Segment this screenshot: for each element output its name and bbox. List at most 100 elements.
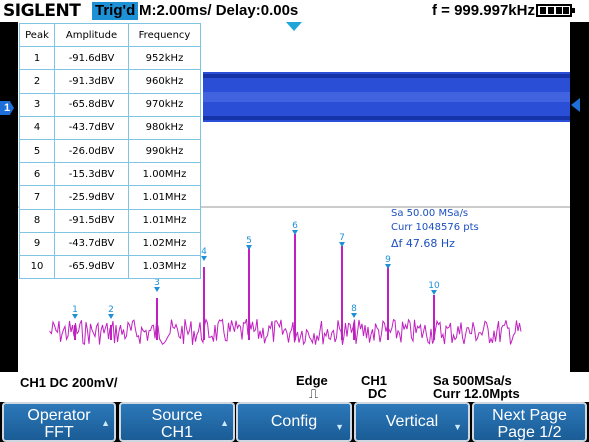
peak-amplitude: -25.9dBV (54, 185, 129, 210)
peak-amplitude: -43.7dBV (54, 231, 129, 256)
header-frequency: Frequency (128, 22, 201, 48)
config-button[interactable]: Config ▼ (236, 402, 352, 442)
rotary-arrow-up-icon: ▲ (220, 418, 229, 428)
next-page-button[interactable]: Next Page Page 1/2 (472, 402, 587, 442)
fft-sample-rate: Sa 50.00 MSa/s (391, 208, 469, 219)
battery-icon (536, 4, 575, 17)
peak-frequency: 980kHz (128, 115, 201, 140)
source-ch1-button[interactable]: Source CH1 ▲ (119, 402, 235, 442)
trigger-position-marker[interactable] (286, 22, 302, 31)
table-row: 3 -65.8dBV 970kHz (19, 92, 201, 117)
trigger-source[interactable]: CH1 (361, 373, 388, 388)
peak-amplitude: -26.0dBV (54, 138, 129, 164)
peak-marker-triangle (154, 287, 160, 292)
channel-settings[interactable]: CH1 DC 200mV/ (20, 375, 118, 390)
operator-value: FFT (44, 424, 74, 441)
frequency-counter: f = 999.997kHz (432, 2, 535, 19)
table-row: 9 -43.7dBV 1.02MHz (19, 231, 201, 256)
peak-marker-triangle (201, 256, 207, 261)
peak-amplitude: -65.8dBV (54, 92, 129, 117)
peak-marker-label: 6 (292, 221, 298, 231)
table-row: 1 -91.6dBV 952kHz (19, 46, 201, 71)
peak-amplitude: -65.9dBV (54, 254, 129, 280)
peak-marker-label: 2 (108, 305, 114, 315)
peak-frequency: 1.01MHz (128, 185, 201, 210)
trigger-coupling[interactable]: DC (368, 386, 387, 401)
peak-marker-label: 10 (428, 281, 440, 291)
source-value: CH1 (160, 424, 193, 441)
brand-logo: SIGLENT (3, 1, 81, 21)
peak-table-header: Peak Amplitude Frequency (19, 22, 201, 48)
submenu-arrow-down-icon: ▼ (453, 422, 462, 432)
peak-index: 10 (19, 254, 55, 280)
peak-marker-label: 5 (246, 236, 252, 246)
peak-index: 1 (19, 46, 55, 71)
peak-marker-label: 3 (154, 278, 160, 288)
time-domain-trace-top-edge (203, 74, 570, 78)
trigger-type[interactable]: Edge (296, 373, 328, 388)
peak-marker-triangle (339, 242, 345, 247)
peak-amplitude: -91.5dBV (54, 208, 129, 233)
peak-marker-triangle (292, 230, 298, 235)
peak-marker-triangle (246, 245, 252, 250)
peak-amplitude: -43.7dBV (54, 115, 129, 140)
peak-marker-triangle (351, 313, 357, 318)
peak-amplitude: -91.3dBV (54, 69, 129, 94)
fft-noise-floor (49, 318, 522, 346)
peak-index: 5 (19, 138, 55, 164)
ch1-offset-marker[interactable]: 1 (0, 101, 14, 115)
peak-amplitude: -91.6dBV (54, 46, 129, 71)
time-domain-trace-bottom-edge (203, 116, 570, 120)
peak-frequency: 960kHz (128, 69, 201, 94)
acquire-sample-rate: Sa 500MSa/s (433, 373, 512, 388)
info-bar: CH1 DC 200mV/ Edge ⎍ CH1 DC Sa 500MSa/s … (0, 372, 589, 402)
peak-table: Peak Amplitude Frequency 1 -91.6dBV 952kHz… (19, 22, 201, 280)
peak-marker-triangle (108, 314, 114, 319)
peak-marker-label: 4 (201, 247, 207, 257)
vertical-label: Vertical (385, 413, 439, 430)
source-label: Source (151, 407, 203, 424)
table-row: 2 -91.3dBV 960kHz (19, 69, 201, 94)
peak-frequency: 1.01MHz (128, 208, 201, 233)
table-row: 8 -91.5dBV 1.01MHz (19, 208, 201, 233)
rising-edge-icon: ⎍ (309, 386, 319, 401)
peak-index: 9 (19, 231, 55, 256)
peak-marker-triangle (72, 314, 78, 319)
trigger-status-badge: Trig'd (92, 2, 139, 20)
peak-markers: 1 2 3 4 5 6 7 8 9 10 (72, 221, 440, 319)
table-row: 7 -25.9dBV 1.01MHz (19, 185, 201, 210)
peak-index: 6 (19, 162, 55, 187)
vertical-button[interactable]: Vertical ▼ (354, 402, 470, 442)
fft-trace (49, 234, 522, 346)
acquire-memory-depth: Curr 12.0Mpts (433, 386, 520, 401)
peak-marker-label: 1 (72, 305, 78, 315)
trigger-level-marker[interactable] (571, 98, 580, 112)
table-row: 6 -15.3dBV 1.00MHz (19, 162, 201, 187)
peak-frequency: 1.02MHz (128, 231, 201, 256)
submenu-arrow-down-icon: ▼ (335, 422, 344, 432)
operator-fft-button[interactable]: Operator FFT ▲ (2, 402, 116, 442)
status-bar: SIGLENT Trig'd M:2.00ms/ Delay:0.00s f =… (0, 0, 589, 22)
table-row: 5 -26.0dBV 990kHz (19, 138, 201, 164)
peak-amplitude: -15.3dBV (54, 162, 129, 187)
header-peak: Peak (19, 22, 55, 48)
peak-index: 4 (19, 115, 55, 140)
peak-index: 2 (19, 69, 55, 94)
peak-frequency: 1.00MHz (128, 162, 201, 187)
peak-frequency: 1.03MHz (128, 254, 201, 280)
peak-marker-label: 7 (339, 233, 345, 243)
peak-index: 3 (19, 92, 55, 117)
peak-index: 7 (19, 185, 55, 210)
config-label: Config (270, 413, 318, 430)
peak-marker-triangle (385, 264, 391, 269)
header-amplitude: Amplitude (54, 22, 129, 48)
peak-marker-label: 8 (351, 304, 357, 314)
table-row: 10 -65.9dBV 1.03MHz (19, 254, 201, 280)
table-row: 4 -43.7dBV 980kHz (19, 115, 201, 140)
operator-label: Operator (27, 407, 91, 424)
next-page-label: Next Page (492, 407, 567, 424)
peak-frequency: 970kHz (128, 92, 201, 117)
peak-marker-label: 9 (385, 255, 391, 265)
peak-index: 8 (19, 208, 55, 233)
